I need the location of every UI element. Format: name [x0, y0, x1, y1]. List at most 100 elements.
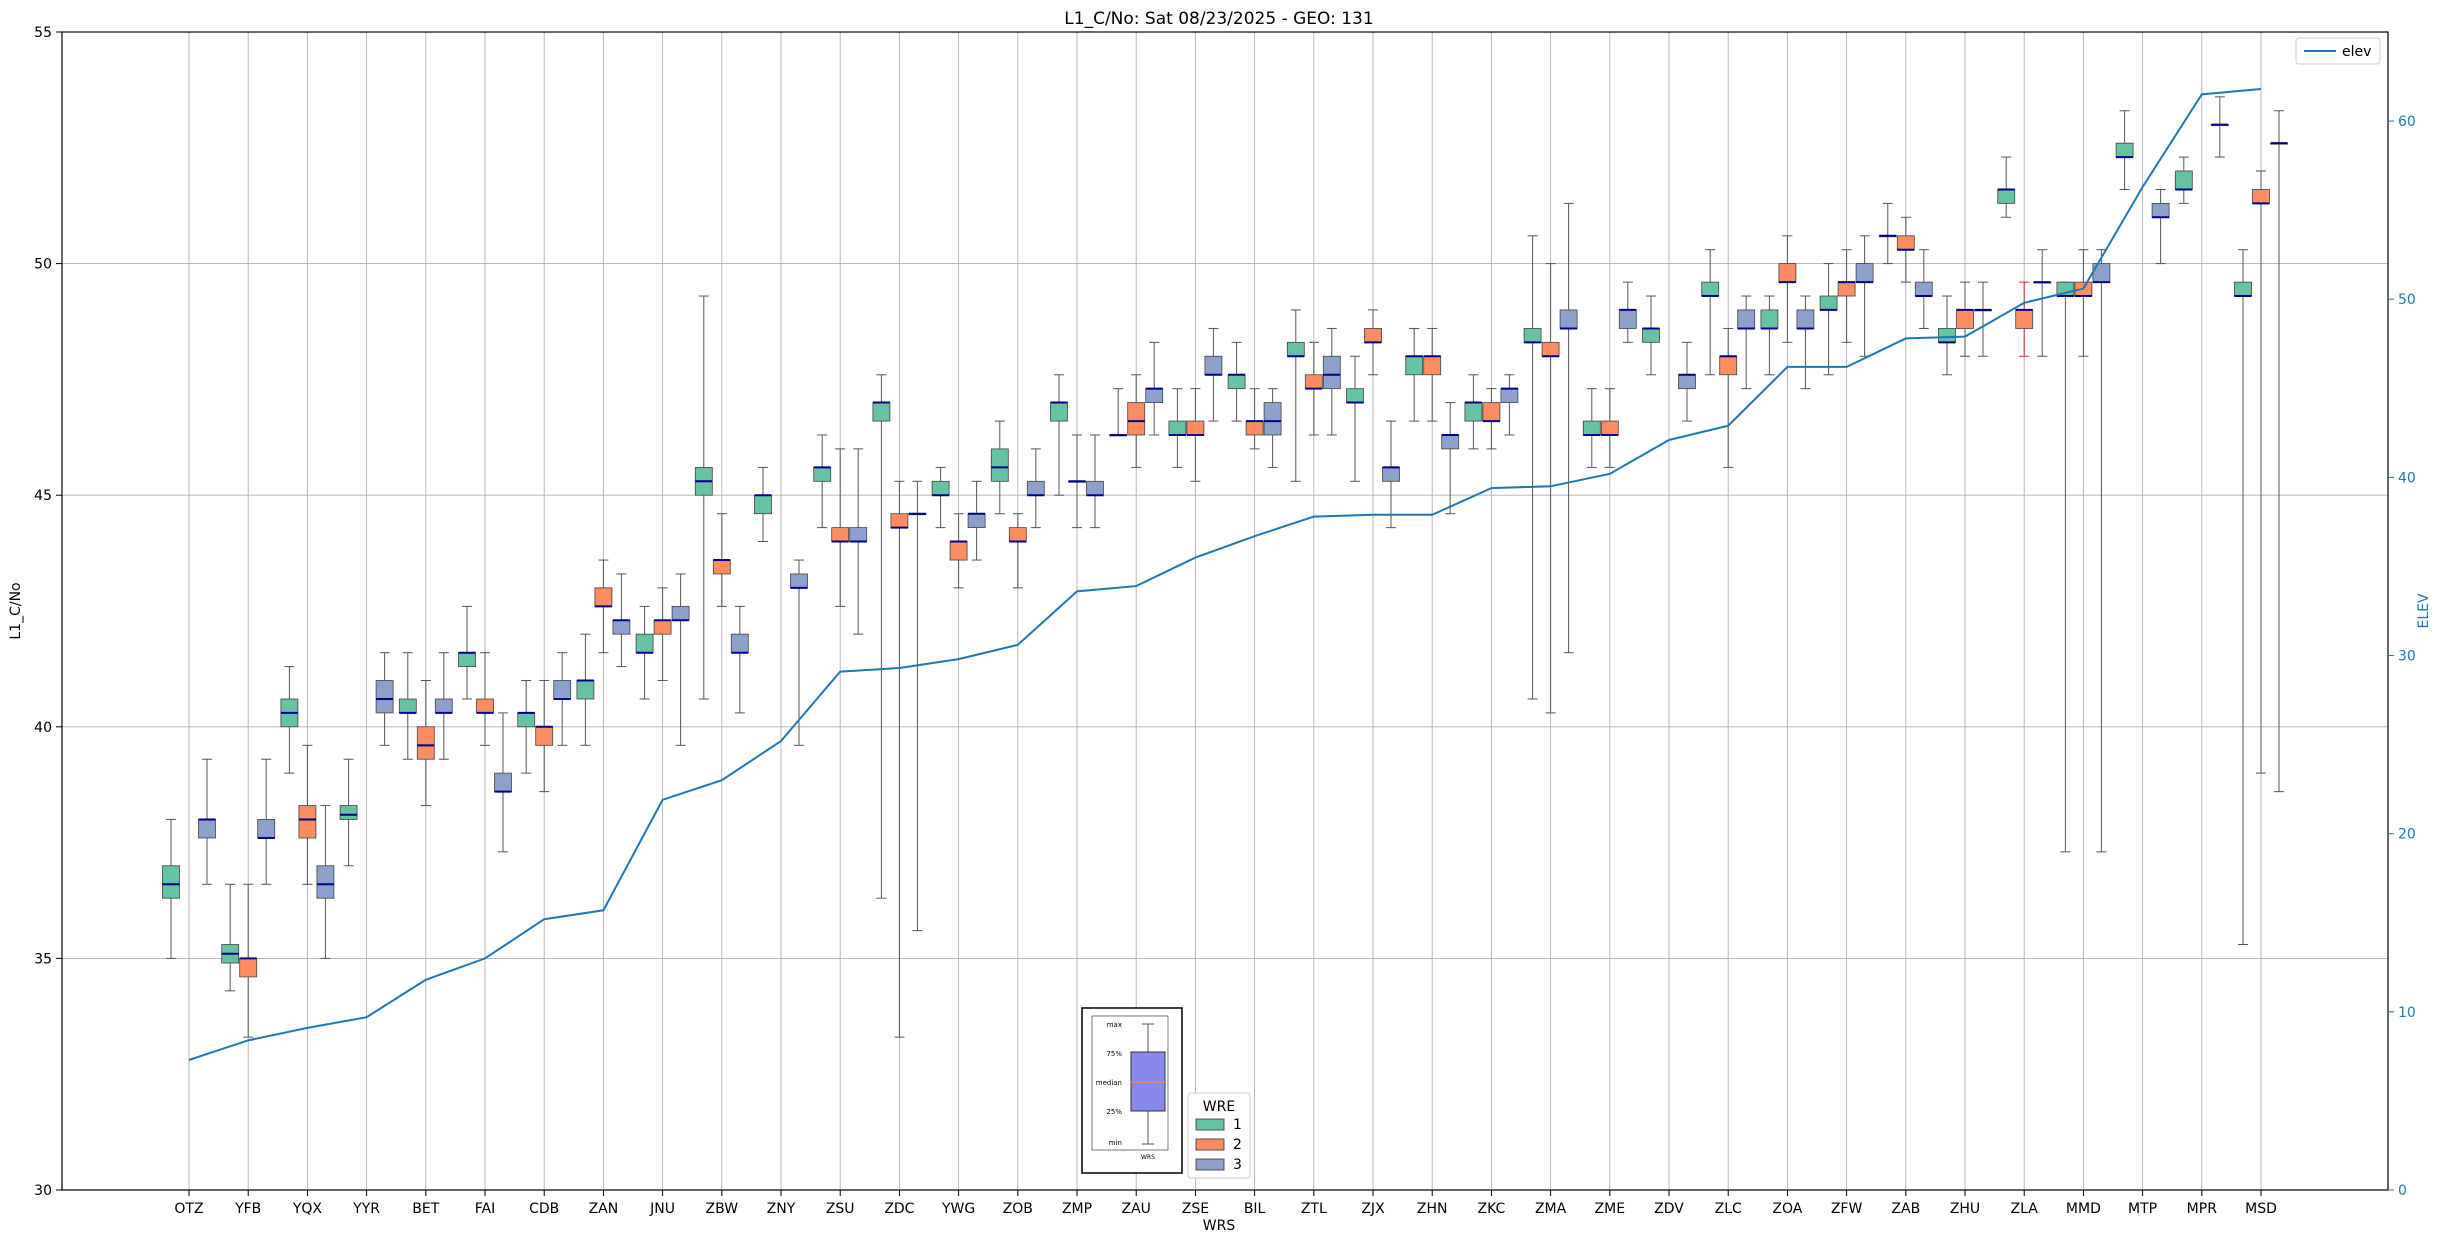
box-wre2-zla — [2015, 281, 2034, 357]
box-wre1-jnu — [635, 605, 654, 700]
box-wre1-bil — [1227, 341, 1246, 422]
box-wre1-bet — [398, 652, 417, 760]
box-iqr — [635, 633, 654, 654]
box-wre1-zlc — [1701, 249, 1720, 376]
wre-legend-frame — [1187, 1092, 1251, 1179]
box-wre3-cdb — [553, 652, 572, 746]
x-tick-label: ZNY — [767, 1201, 796, 1217]
box-iqr — [1464, 402, 1483, 422]
x-tick-label: ZJX — [1361, 1201, 1385, 1217]
box-wre2-bet — [416, 679, 435, 807]
box-wre1-mmd — [2056, 281, 2075, 853]
chart-title: L1_C/No: Sat 08/23/2025 - GEO: 131 — [1064, 9, 1373, 29]
box-iqr — [1364, 328, 1382, 343]
x-tick-label: ZLC — [1715, 1201, 1742, 1217]
box-iqr — [1304, 374, 1323, 390]
box-iqr — [653, 619, 672, 635]
box-wre1-zla — [1997, 156, 2016, 218]
box-wre1-zsu — [813, 434, 832, 529]
x-tick-label: MMD — [2066, 1201, 2101, 1217]
x-tick-label: ZHU — [1950, 1201, 1980, 1217]
wre-legend-title: WRE — [1203, 1099, 1235, 1115]
box-wre2-ywg — [949, 513, 968, 589]
box-iqr — [1227, 374, 1246, 390]
x-tick-label: YQX — [292, 1201, 323, 1217]
box-iqr — [316, 865, 335, 899]
box-wre1-zab — [1878, 202, 1897, 265]
box-wre3-zmp — [1086, 434, 1104, 529]
box-iqr — [2015, 309, 2034, 329]
box-iqr — [1618, 309, 1637, 329]
wre-legend-swatch-2 — [1195, 1138, 1225, 1151]
box-iqr — [416, 726, 435, 760]
x-tick-label: ZOA — [1772, 1201, 1802, 1217]
box-wre2-zdc — [890, 480, 909, 1038]
y-tick-label: 50 — [34, 257, 52, 273]
box-iqr — [612, 619, 631, 635]
elev-series — [188, 88, 2262, 1061]
box-iqr — [2115, 142, 2134, 158]
box-wre3-msd — [2270, 110, 2288, 793]
box-wre3-zma — [1559, 202, 1578, 654]
box-wre2-msd — [2252, 170, 2270, 774]
x-tick-label: ZTL — [1301, 1201, 1327, 1217]
x-tick-label: YFB — [234, 1201, 261, 1217]
box-iqr — [2252, 189, 2270, 204]
box-iqr — [257, 819, 276, 839]
box-iqr — [1245, 420, 1264, 436]
box-iqr — [967, 513, 986, 529]
box-wre1-zjx — [1346, 355, 1364, 482]
x-tick-label: ZSE — [1182, 1201, 1209, 1217]
x-tick-label: ZMP — [1062, 1201, 1092, 1217]
box-wre1-zau — [1109, 388, 1128, 437]
box-iqr — [1600, 420, 1619, 436]
box-iqr — [849, 527, 868, 542]
x-tick-label: ZLA — [2011, 1201, 2039, 1217]
wre-legend-swatch-3 — [1195, 1158, 1225, 1171]
box-iqr — [1778, 263, 1797, 283]
box-wre2-zhu — [1956, 281, 1974, 357]
box-wre3-bil — [1263, 388, 1282, 468]
y-tick-label: 30 — [34, 1183, 52, 1199]
box-wre2-jnu — [653, 587, 672, 681]
x-tick-label: BIL — [1244, 1201, 1266, 1217]
box-iqr — [1678, 374, 1696, 390]
box-wre2-yqx — [298, 744, 317, 885]
box-iqr — [1701, 281, 1720, 297]
box-wre1-yyr — [339, 758, 358, 867]
box-iqr — [1896, 235, 1915, 251]
box-wre3-zau — [1145, 341, 1164, 436]
box-iqr — [339, 805, 358, 820]
box-wre3-zjx — [1382, 420, 1400, 529]
box-iqr — [1997, 189, 2016, 204]
box-wre1-fai — [458, 605, 476, 700]
box-wre3-zme — [1618, 281, 1637, 343]
x-axis-label: WRS — [1203, 1218, 1236, 1234]
y-tick-label: 40 — [34, 720, 52, 736]
elev-line — [188, 88, 2262, 1061]
box-wre2-zab — [1896, 216, 1915, 283]
box-wre3-mtp — [2151, 188, 2170, 265]
box-iqr — [576, 680, 595, 700]
box-wre3-yqx — [316, 805, 335, 959]
box-iqr — [671, 605, 690, 621]
box-iqr — [535, 726, 554, 746]
box-wre1-zma — [1523, 235, 1542, 700]
box-wre1-zan — [576, 633, 595, 746]
box-iqr — [712, 559, 731, 575]
box-wre2-zma — [1541, 263, 1560, 714]
box-iqr — [1186, 420, 1205, 436]
x-tick-label: MSD — [2245, 1201, 2277, 1217]
box-iqr — [1482, 402, 1501, 422]
box-wre1-mtp — [2115, 110, 2134, 190]
y-axis-label: L1_C/No — [8, 582, 24, 639]
y2-tick-label: 30 — [2398, 649, 2416, 665]
box-wre2-zlc — [1719, 327, 1738, 468]
box-iqr — [1541, 341, 1560, 357]
box-iqr — [1145, 388, 1164, 403]
box-wre3-zkc — [1500, 374, 1519, 436]
box-iqr — [1796, 309, 1815, 329]
y-tick-label: 55 — [34, 25, 52, 41]
x-tick-label: ZOB — [1003, 1201, 1033, 1217]
